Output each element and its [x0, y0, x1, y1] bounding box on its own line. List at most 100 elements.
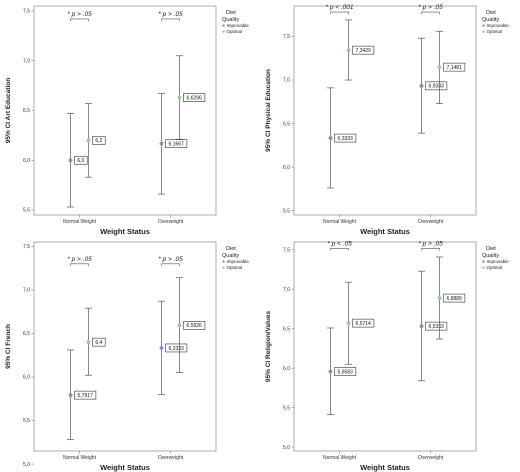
mean-point [68, 158, 73, 163]
y-tick-label: 7,5 [23, 9, 30, 15]
legend-title-line1: Diet [486, 10, 496, 16]
x-tick-label: Overweight [158, 455, 184, 461]
y-tick-label: 5,5 [283, 208, 290, 214]
y-tick-label: 7,0 [23, 58, 30, 64]
value-label: 6,9333 [429, 84, 445, 90]
legend-marker [222, 266, 225, 269]
significance-label: * p > .05 [418, 240, 443, 247]
chart-panel-art-education: 5,5 6,0 6,5 7,0 7,5 Normal Weight Overweight 95… [0, 0, 260, 236]
value-label: 6,8889 [447, 296, 463, 302]
y-tick-label: 5,5 [23, 418, 30, 424]
legend-entry: Optimal [487, 265, 503, 270]
value-label: 6,3333 [169, 346, 185, 352]
value-label: 7,1481 [447, 65, 463, 71]
mean-point [437, 296, 442, 301]
value-box [92, 337, 106, 347]
significance-label: * p > .05 [67, 256, 92, 263]
mean-point [159, 141, 164, 146]
value-label: 6,5714 [356, 321, 372, 327]
mean-point [419, 83, 424, 88]
legend-title-line1: Diet [226, 246, 236, 252]
x-tick-label: Normal Weight [63, 219, 97, 225]
y-tick-label: 7,0 [283, 287, 290, 293]
significance-bracket [330, 11, 349, 15]
y-tick-label: 7,5 [283, 34, 290, 40]
value-box [425, 81, 448, 91]
legend-title-line2: Quality [482, 17, 499, 23]
significance-label: * p > .05 [67, 11, 92, 18]
legend-marker [222, 30, 225, 33]
significance-bracket [421, 248, 440, 251]
y-tick-label: 7,5 [283, 248, 290, 254]
legend-entry: Improvable [487, 259, 510, 264]
chart-svg-french: 5,0 5,5 6,0 6,5 7,0 7,5 Normal Weight Overweigh… [5, 241, 250, 472]
y-axis-label: 95% CI French [5, 324, 12, 369]
mean-point [328, 136, 333, 141]
value-box [165, 343, 188, 353]
x-tick-label: Overweight [158, 219, 184, 225]
value-box [352, 45, 375, 55]
y-tick-label: 5,5 [283, 405, 290, 411]
value-label: 5,7917 [78, 393, 94, 399]
legend-marker [482, 30, 485, 33]
value-label: 6,3333 [338, 136, 354, 142]
chart-panel-physical-education: 5,5 6,0 6,5 7,0 7,5 Normal Weight Overweight 95… [260, 0, 520, 236]
chart-svg-physical-education: 5,5 6,0 6,5 7,0 7,5 Normal Weight Overweight 95… [265, 4, 510, 236]
significance-label: * p > .05 [158, 256, 183, 263]
legend-entry: Improvable [227, 259, 250, 264]
legend-marker [222, 260, 225, 263]
legend-marker [482, 24, 485, 27]
mean-point [177, 323, 182, 328]
legend-entry: Optimal [227, 265, 243, 270]
value-label: 6,6296 [187, 95, 203, 101]
y-tick-label: 6,0 [283, 165, 290, 171]
value-box [183, 93, 206, 102]
chart-svg-religion-values: 5,0 5,5 6,0 6,5 7,0 7,5 Normal Weight Overweigh… [265, 240, 510, 472]
x-axis-label: Weight Status [100, 463, 150, 472]
y-axis-label: 95% CI Physical Education [265, 69, 272, 152]
x-axis-label: Weight Status [100, 227, 150, 236]
significance-bracket [161, 263, 180, 266]
legend-title-line2: Quality [222, 17, 239, 23]
x-tick-label: Overweight [418, 219, 444, 225]
value-box [352, 318, 375, 328]
significance-bracket [161, 18, 180, 22]
mean-point [437, 65, 442, 70]
legend-entry: Improvable [227, 23, 250, 28]
value-box [74, 390, 97, 400]
legend-title-line2: Quality [222, 253, 239, 259]
mean-point [159, 345, 164, 350]
x-tick-label: Overweight [418, 455, 444, 461]
significance-bracket [330, 248, 349, 251]
x-tick-label: Normal Weight [63, 455, 97, 461]
value-box [334, 367, 357, 376]
y-tick-label: 6,0 [283, 366, 290, 372]
value-label: 5,9583 [338, 369, 354, 375]
mean-point [177, 95, 182, 100]
legend-marker [222, 24, 225, 27]
significance-label: * p < .001 [325, 4, 353, 11]
y-tick-label: 6,5 [283, 121, 290, 127]
significance-label: * p < .05 [327, 240, 352, 247]
mean-point [419, 324, 424, 329]
legend-title-line2: Quality [482, 253, 499, 259]
x-axis-label: Weight Status [360, 227, 410, 236]
significance-label: * p > .05 [158, 11, 183, 18]
legend-entry: Improvable [487, 23, 510, 28]
significance-bracket [421, 11, 440, 15]
legend-entry: Optimal [487, 29, 503, 34]
legend-entry: Optimal [227, 29, 243, 34]
value-box [74, 155, 88, 165]
plot-frame [33, 5, 217, 216]
value-label: 6,0 [77, 158, 84, 164]
mean-point [328, 369, 333, 374]
mean-point [86, 340, 91, 345]
value-label: 6,5926 [187, 323, 203, 329]
x-tick-label: Normal Weight [323, 455, 357, 461]
value-label: 6,5333 [429, 324, 445, 330]
y-tick-label: 6,5 [23, 108, 30, 114]
value-box [183, 321, 206, 330]
plot-frame [293, 241, 477, 452]
y-axis-label: 95% CI Art Education [5, 78, 12, 144]
